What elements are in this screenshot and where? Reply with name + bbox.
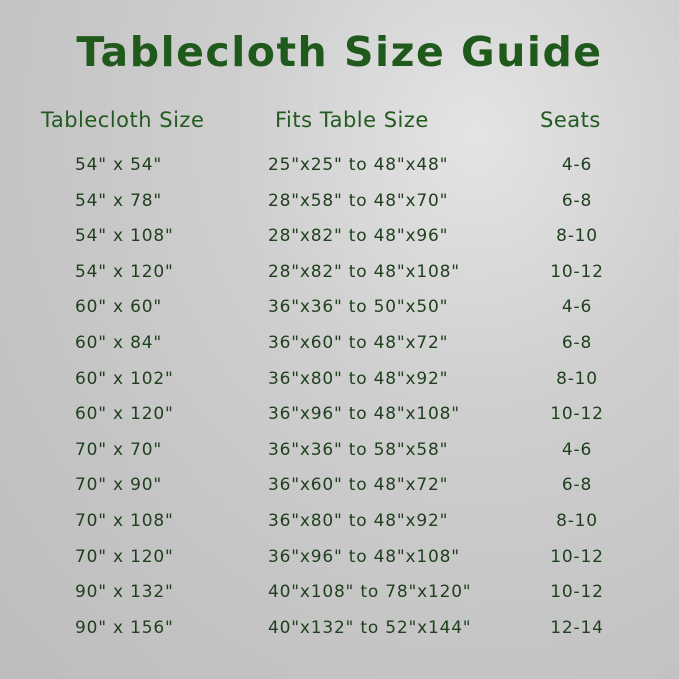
tablecloth-size: 90" x 132" [75,582,174,603]
table-row: 90" x 132" 40"x108" to 78"x120" 10-12 [0,582,679,612]
table-row: 54" x 108" 28"x82" to 48"x96" 8-10 [0,226,679,256]
fits-table-size: 25"x25" to 48"x48" [268,155,449,175]
header-seats: Seats [540,108,601,132]
header-tablecloth-size: Tablecloth Size [41,108,205,132]
seats: 8-10 [556,511,598,531]
fits-table-size: 36"x96" to 48"x108" [268,404,460,425]
fits-table-size: 28"x82" to 48"x108" [268,261,460,282]
table-row: 54" x 78" 28"x58" to 48"x70" 6-8 [0,191,679,221]
fits-table-size: 36"x60" to 48"x72" [268,475,449,496]
table-row: 60" x 60" 36"x36" to 50"x50" 4-6 [0,297,679,327]
tablecloth-size: 60" x 60" [75,297,162,318]
seats: 4-6 [561,297,593,318]
fits-table-size: 36"x60" to 48"x72" [268,333,449,353]
seats: 4-6 [561,155,593,175]
table-row: 70" x 70" 36"x36" to 58"x58" 4-6 [0,440,679,470]
tablecloth-size: 70" x 90" [75,475,162,496]
tablecloth-size: 70" x 70" [75,439,162,460]
tablecloth-size: 60" x 84" [75,333,162,353]
seats: 10-12 [550,582,604,603]
table-row: 60" x 84" 36"x60" to 48"x72" 6-8 [0,333,679,363]
tablecloth-size: 60" x 120" [75,404,174,425]
tablecloth-size: 70" x 108" [75,511,174,531]
fits-table-size: 36"x96" to 48"x108" [268,546,460,567]
seats: 4-6 [561,439,593,460]
seats: 8-10 [556,368,598,389]
seats: 6-8 [561,475,593,496]
tablecloth-size: 70" x 120" [75,546,174,567]
table-row: 70" x 90" 36"x60" to 48"x72" 6-8 [0,475,679,505]
table-row: 70" x 120" 36"x96" to 48"x108" 10-12 [0,547,679,577]
table-row: 90" x 156" 40"x132" to 52"x144" 12-14 [0,618,679,648]
fits-table-size: 28"x82" to 48"x96" [268,226,449,247]
table-row: 60" x 120" 36"x96" to 48"x108" 10-12 [0,404,679,434]
fits-table-size: 36"x36" to 50"x50" [268,297,449,318]
seats: 8-10 [556,226,598,247]
fits-table-size: 28"x58" to 48"x70" [268,190,449,211]
tablecloth-size: 60" x 102" [75,368,174,389]
table-row: 70" x 108" 36"x80" to 48"x92" 8-10 [0,511,679,541]
fits-table-size: 36"x80" to 48"x92" [268,368,449,389]
fits-table-size: 36"x36" to 58"x58" [268,439,449,460]
seats: 10-12 [550,404,604,425]
tablecloth-size: 54" x 54" [75,155,162,175]
tablecloth-size: 54" x 78" [75,190,162,211]
seats: 10-12 [550,546,604,567]
seats: 12-14 [550,617,604,638]
page-title: Tablecloth Size Guide [76,28,603,76]
table-row: 60" x 102" 36"x80" to 48"x92" 8-10 [0,369,679,399]
header-fits-table-size: Fits Table Size [275,108,429,132]
seats: 10-12 [550,261,604,282]
tablecloth-size: 54" x 120" [75,261,174,282]
fits-table-size: 40"x132" to 52"x144" [268,617,472,638]
seats: 6-8 [561,190,593,211]
tablecloth-size: 90" x 156" [75,617,174,638]
fits-table-size: 36"x80" to 48"x92" [268,511,449,531]
table-row: 54" x 54" 25"x25" to 48"x48" 4-6 [0,155,679,185]
table-row: 54" x 120" 28"x82" to 48"x108" 10-12 [0,262,679,292]
seats: 6-8 [561,333,593,353]
tablecloth-size: 54" x 108" [75,226,174,247]
fits-table-size: 40"x108" to 78"x120" [268,582,472,603]
